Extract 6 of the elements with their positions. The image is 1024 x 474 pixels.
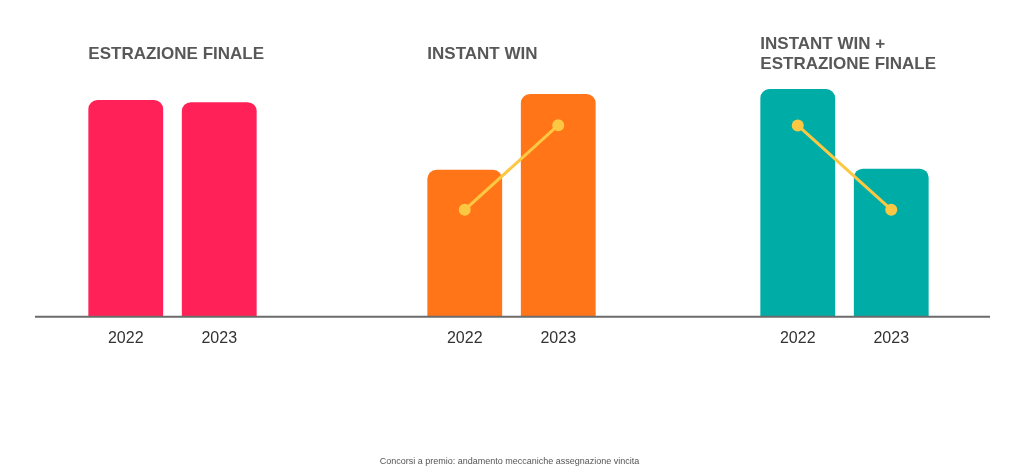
x-tick-label: 2023: [873, 328, 910, 346]
x-tick-label: 2022: [107, 328, 144, 346]
x-tick-label: 2023: [201, 328, 238, 346]
chart-title: ESTRAZIONE FINALE: [88, 44, 265, 64]
x-tick-label: 2022: [779, 328, 816, 346]
chart-title: INSTANT WIN + ESTRAZIONE FINALE: [760, 34, 937, 74]
